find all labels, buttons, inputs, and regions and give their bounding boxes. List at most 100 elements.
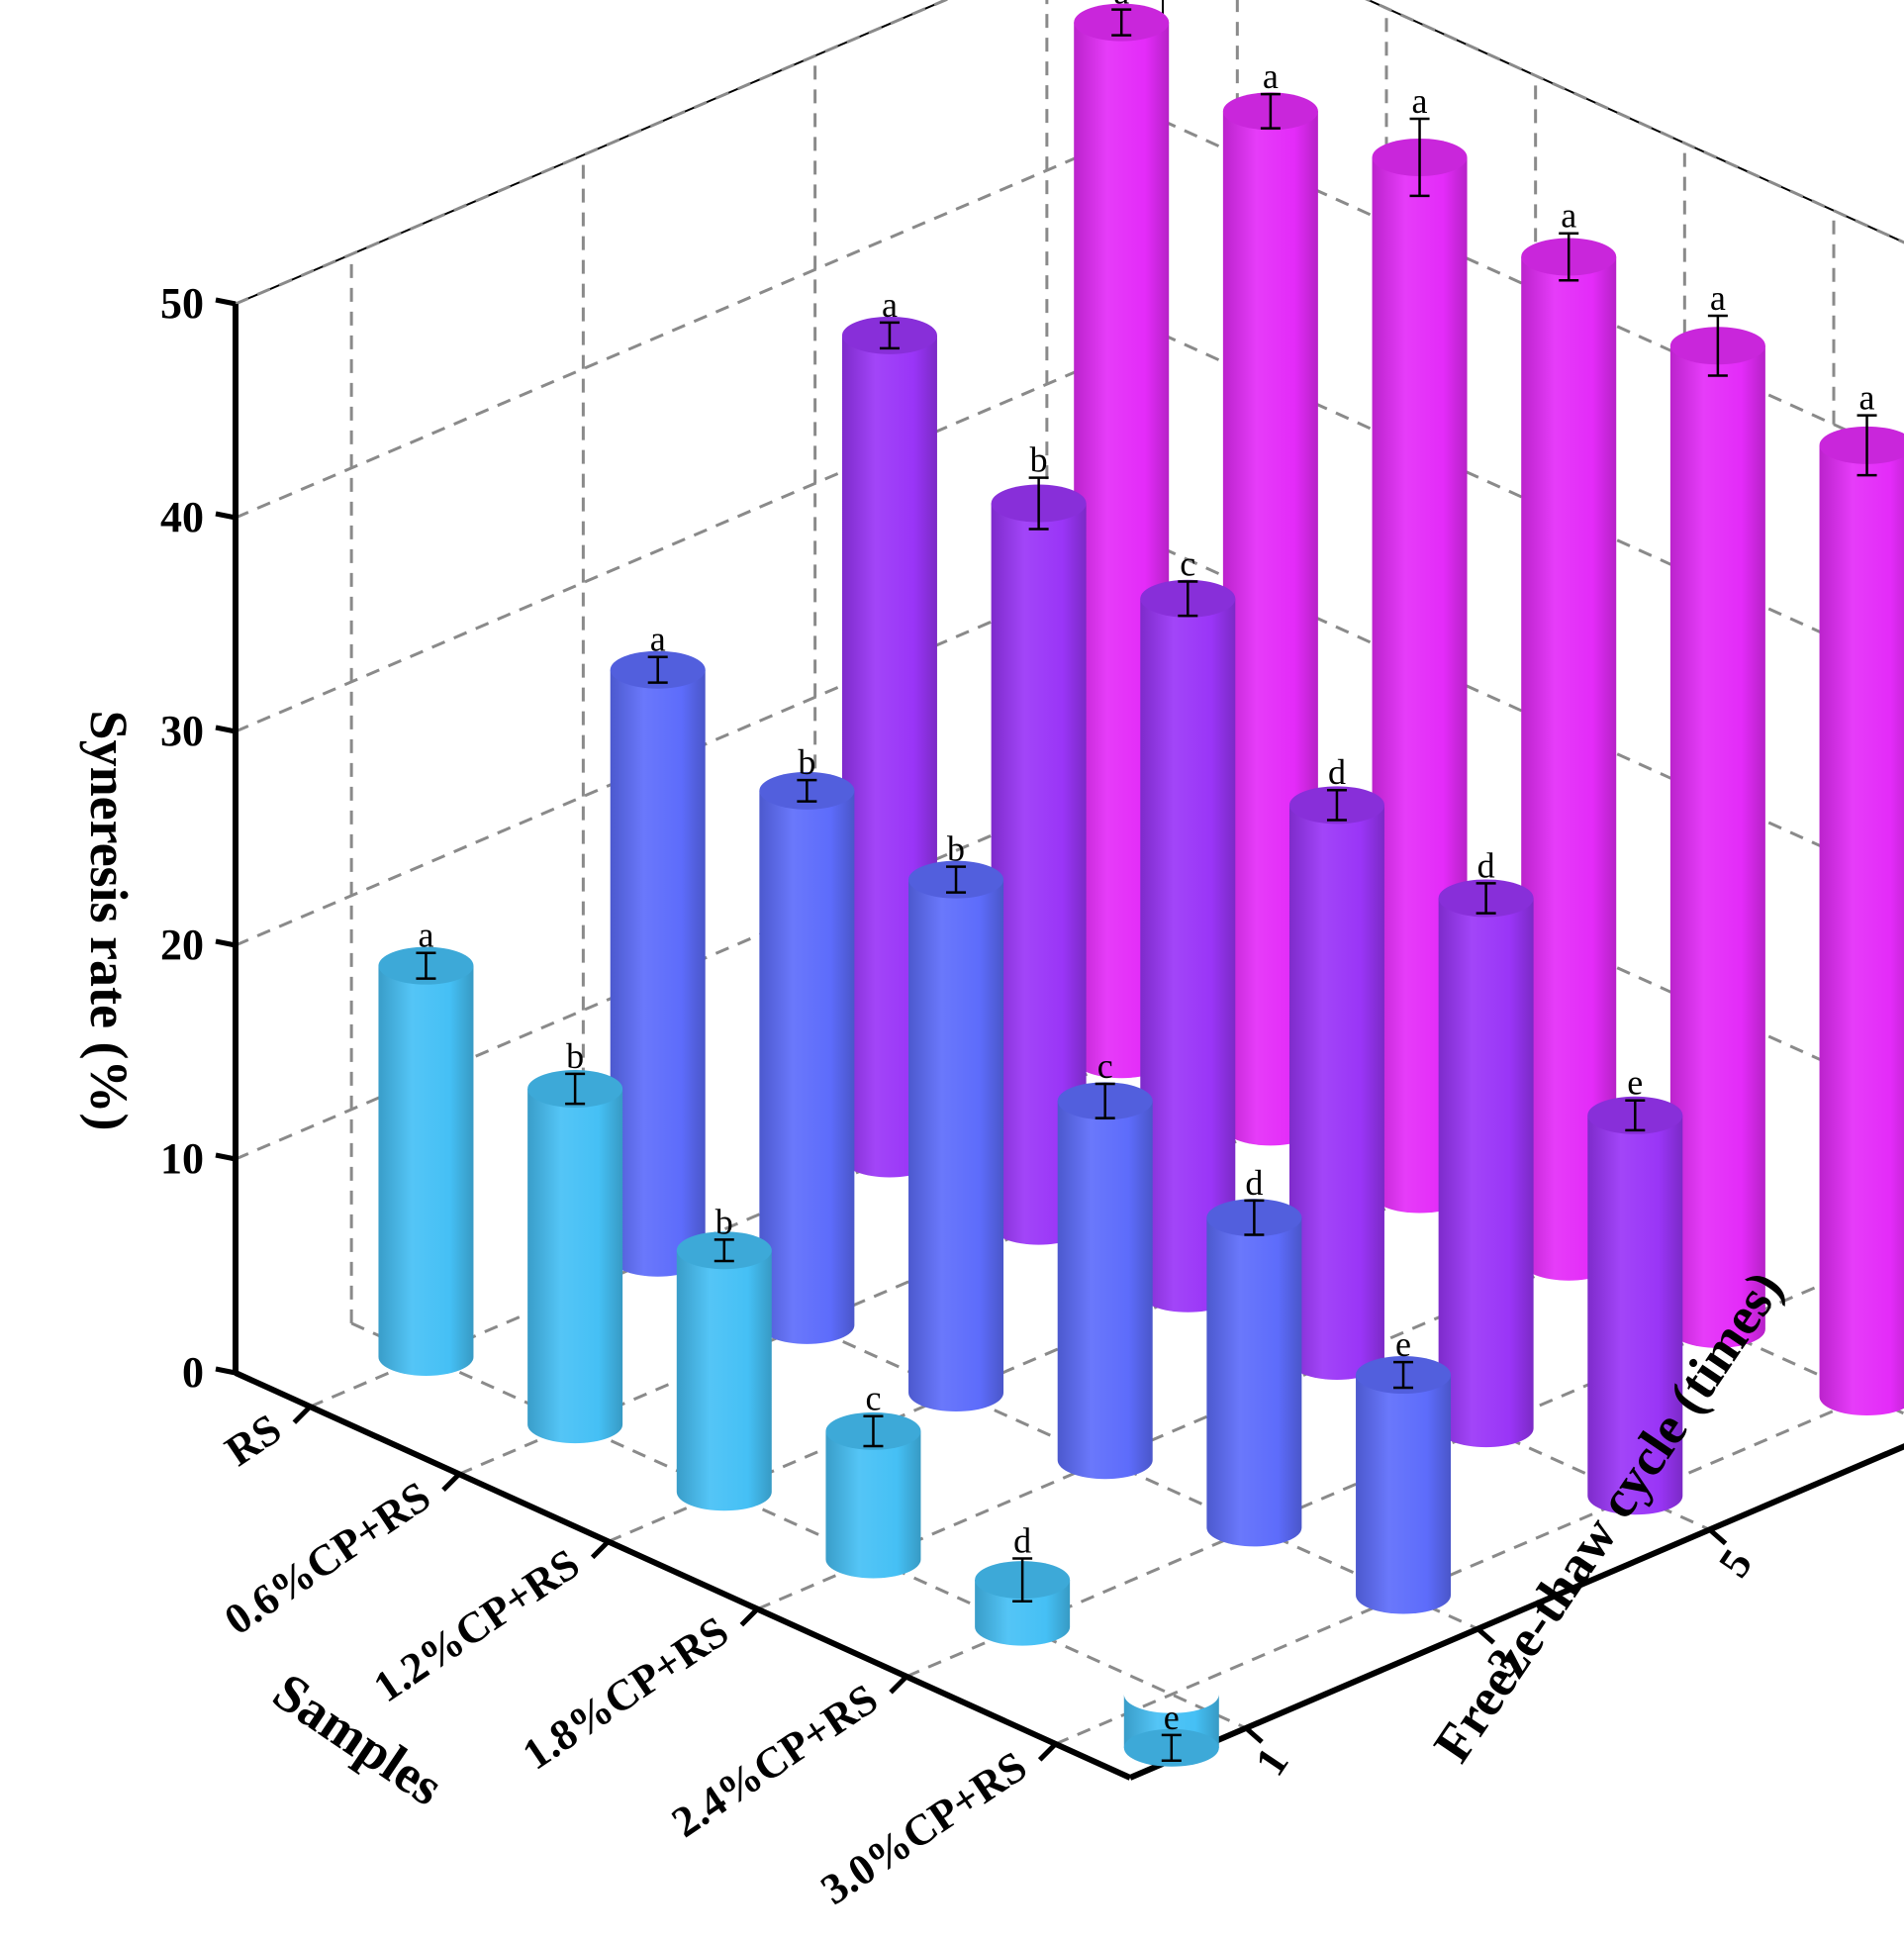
cycle-axis-line: [1128, 1443, 1904, 1781]
z-tick-label: 20: [160, 921, 204, 969]
significance-label: e: [1164, 1698, 1180, 1737]
sample-tick-label: 1.8%CP+RS: [514, 1606, 737, 1779]
bar-body: [527, 1089, 623, 1444]
significance-label: b: [715, 1202, 733, 1241]
z-tick: [215, 725, 237, 734]
significance-label: b: [566, 1036, 584, 1076]
bar-body: [1669, 345, 1765, 1348]
bar-7-4: a: [1669, 278, 1765, 1348]
bar-1-3: c: [825, 1379, 921, 1579]
gridline-left-wall: [235, 333, 1164, 733]
significance-label: a: [418, 916, 433, 955]
significance-label: a: [1263, 56, 1279, 96]
bar-body: [1057, 1101, 1153, 1480]
bar-5-3: d: [1288, 752, 1384, 1380]
sample-tick-label: 2.4%CP+RS: [663, 1674, 887, 1846]
significance-label: a: [1710, 278, 1726, 318]
cycle-tick-label: 5: [1709, 1540, 1761, 1586]
bar-7-3: a: [1521, 196, 1617, 1281]
sample-tick: [889, 1674, 908, 1695]
significance-label: c: [1097, 1046, 1113, 1086]
bar-1-1: b: [527, 1036, 623, 1444]
z-tick: [215, 938, 237, 948]
cycle-tick: [1476, 1626, 1496, 1645]
samples-axis-line: [234, 1370, 1132, 1781]
bar-body: [1819, 444, 1904, 1416]
significance-label: b: [947, 829, 965, 869]
bar-1-0: a: [378, 916, 474, 1376]
gridline-left-wall: [235, 0, 950, 306]
bar-body: [908, 879, 1004, 1412]
bar-body: [676, 1250, 772, 1511]
cycle-tick-label: 1: [1246, 1739, 1298, 1785]
sample-tick-label: 0.6%CP+RS: [216, 1472, 439, 1644]
z-tick-label: 10: [160, 1134, 204, 1183]
bar-1-4: d: [975, 1521, 1071, 1646]
significance-label: a: [1859, 378, 1875, 418]
bar-3-0: a: [610, 620, 706, 1277]
significance-label: a: [1412, 81, 1428, 121]
bar-body: [1288, 805, 1384, 1380]
sample-tick-label: RS: [217, 1405, 290, 1476]
sample-tick: [1037, 1742, 1058, 1762]
bars: a a a a b a a b c a b b d a b c d a c d e d e e: [378, 0, 1904, 1767]
significance-label: b: [1030, 440, 1048, 480]
sample-tick-label: 3.0%CP+RS: [812, 1742, 1036, 1914]
cycle-tick: [1244, 1725, 1264, 1744]
bar-3-4: d: [1206, 1163, 1302, 1547]
significance-label: c: [865, 1379, 881, 1418]
significance-label: c: [1180, 544, 1195, 584]
floor-gridline: [1046, 1023, 1904, 1415]
z-tick: [215, 297, 237, 307]
sample-tick: [292, 1405, 313, 1424]
cycle-tick: [1707, 1527, 1728, 1546]
box-edge: [235, 0, 948, 305]
bar-body: [1438, 898, 1534, 1448]
z-tick-label: 50: [160, 279, 204, 328]
bar-1-5: e: [1123, 1694, 1219, 1767]
significance-label: e: [1627, 1063, 1643, 1103]
z-tick-label: 40: [160, 493, 204, 541]
significance-label: a: [650, 620, 666, 659]
bar-top: [1819, 426, 1904, 464]
bar-body: [610, 669, 706, 1277]
bar-3-3: c: [1057, 1046, 1153, 1480]
sample-tick: [441, 1472, 461, 1493]
z-tick: [215, 1366, 237, 1376]
bar-body: [1587, 1115, 1683, 1515]
floor-gridline: [582, 1222, 1478, 1630]
bar-3-2: b: [908, 829, 1004, 1412]
significance-label: a: [1561, 196, 1576, 236]
bar-body: [975, 1580, 1071, 1646]
bar-7-5: a: [1819, 378, 1904, 1416]
floor-gridline: [1055, 1379, 1904, 1746]
significance-label: d: [1013, 1521, 1031, 1561]
bar-5-4: d: [1438, 845, 1534, 1448]
bar-5-2: c: [1140, 544, 1236, 1312]
bar-1-2: b: [676, 1202, 772, 1511]
bar-5-5: e: [1587, 1063, 1683, 1515]
sample-tick-label: 1.2%CP+RS: [365, 1539, 589, 1711]
bar-body: [825, 1430, 921, 1579]
bar-body: [759, 790, 855, 1344]
box-edge: [1366, 0, 1904, 243]
bar-body: [1356, 1375, 1452, 1614]
z-tick-label: 0: [182, 1348, 204, 1397]
bar-5-1: b: [991, 440, 1087, 1245]
bar-3-1: b: [759, 742, 855, 1344]
sample-tick: [590, 1539, 611, 1560]
bar-body: [1140, 598, 1236, 1312]
bar-3-5: e: [1356, 1324, 1452, 1614]
z-tick: [215, 1152, 237, 1162]
significance-label: a: [882, 285, 898, 325]
z-tick: [215, 511, 237, 521]
floor-gridline: [350, 1321, 1247, 1730]
floor-gridline: [814, 1123, 1711, 1531]
z-axis-title: Syneresis rate (%): [79, 711, 139, 1131]
significance-label: d: [1328, 752, 1346, 792]
significance-label: d: [1245, 1163, 1263, 1203]
significance-label: a: [1113, 0, 1129, 12]
gridline-left-wall: [235, 119, 1164, 520]
